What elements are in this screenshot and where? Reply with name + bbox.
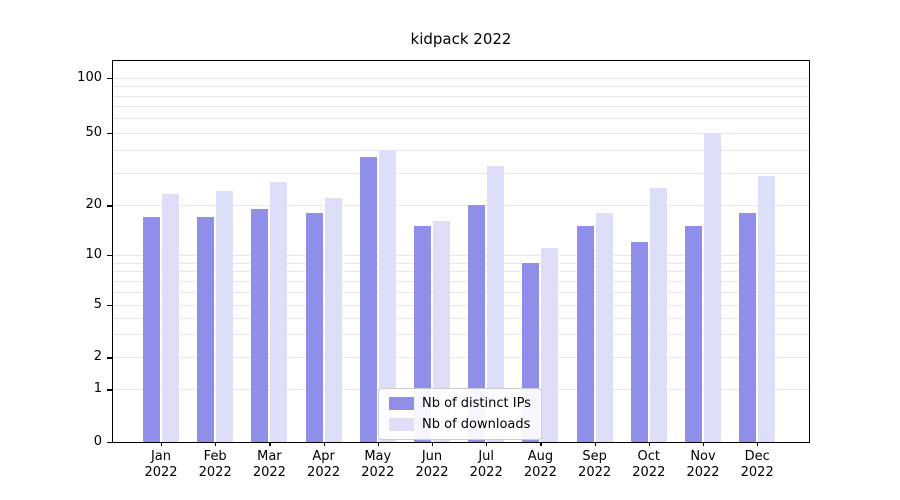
bar-distinct-ips [251,209,269,442]
bar-distinct-ips [197,217,215,442]
gridline [113,357,809,359]
plot-area [112,60,810,443]
y-tick-label: 100 [77,70,102,86]
x-tick-mark [648,442,650,446]
x-tick-mark [486,442,488,446]
legend-swatch-distinct-ips [389,397,414,410]
bar-distinct-ips [630,241,648,442]
bar-distinct-ips [685,226,702,442]
gridline [113,95,809,97]
bar-downloads [649,187,667,442]
x-tick-mark [703,442,705,446]
x-tick-mark [594,442,596,446]
legend-label-downloads: Nb of downloads [422,417,531,432]
x-tick-mark [540,442,542,446]
legend: Nb of distinct IPs Nb of downloads [378,388,542,440]
x-tick-label: Nov 2022 [686,449,720,480]
legend-swatch-downloads [389,418,414,431]
x-tick-label: Dec 2022 [740,449,774,480]
y-tick-mark [107,132,112,134]
chart-title: kidpack 2022 [410,30,512,48]
y-tick-mark [107,254,112,257]
y-tick-mark [107,357,112,359]
y-tick-label: 0 [93,434,102,449]
gridline [113,280,809,282]
gridline [113,106,809,108]
y-tick-label: 1 [93,381,102,397]
y-tick-label: 5 [93,296,102,312]
bar-distinct-ips [359,156,377,442]
bar-downloads [487,165,505,442]
x-tick-label: May 2022 [361,449,395,480]
bar-distinct-ips [305,212,323,442]
gridline [113,118,809,120]
gridline [113,205,809,207]
x-tick-label: Apr 2022 [307,449,341,480]
gridline [113,304,809,306]
x-tick-mark [757,442,759,446]
gridline [113,132,809,134]
gridline [113,334,809,336]
gridline [113,86,809,88]
gridline [113,254,809,256]
y-tick-label: 20 [85,197,102,213]
y-tick-label: 10 [85,246,102,262]
bar-downloads [433,221,450,442]
bar-distinct-ips [143,217,160,442]
bar-distinct-ips [739,212,757,442]
bar-downloads [541,248,559,442]
x-tick-mark [432,442,434,446]
x-tick-label: Feb 2022 [198,449,232,480]
gridline [113,291,809,293]
legend-label-distinct-ips: Nb of distinct IPs [422,396,531,411]
gridline [113,173,809,175]
y-tick-mark [107,78,112,80]
y-tick-mark [107,389,112,391]
gridline [113,262,809,264]
legend-item-distinct-ips: Nb of distinct IPs [389,396,531,411]
bar-downloads [595,212,613,442]
y-tick-label: 50 [85,124,102,140]
x-tick-label: Jun 2022 [415,449,449,480]
bar-downloads [324,197,342,442]
y-tick-mark [107,205,112,207]
bar-downloads [704,132,721,442]
x-tick-mark [377,442,379,446]
bar-downloads [162,194,179,442]
y-tick-label: 2 [93,349,102,365]
gridline [113,150,809,152]
legend-item-downloads: Nb of downloads [389,417,531,432]
bar-distinct-ips [576,226,594,442]
bar-downloads [270,181,288,442]
bar-downloads [378,150,396,442]
x-tick-label: Aug 2022 [523,449,557,480]
bar-downloads [216,190,234,442]
y-tick-mark [107,304,112,306]
bar-distinct-ips [468,205,486,442]
x-tick-mark [323,442,325,446]
x-tick-label: Sep 2022 [578,449,612,480]
gridline [113,271,809,272]
x-tick-mark [215,442,217,446]
x-tick-mark [161,442,163,446]
x-tick-label: Oct 2022 [632,449,666,480]
gridline [113,317,809,319]
x-tick-mark [269,442,271,446]
x-tick-label: Jan 2022 [144,449,178,480]
bar-downloads [758,175,776,442]
gridline [113,78,809,80]
x-tick-label: Mar 2022 [252,449,286,480]
y-tick-mark [107,442,112,444]
x-tick-label: Jul 2022 [469,449,503,480]
